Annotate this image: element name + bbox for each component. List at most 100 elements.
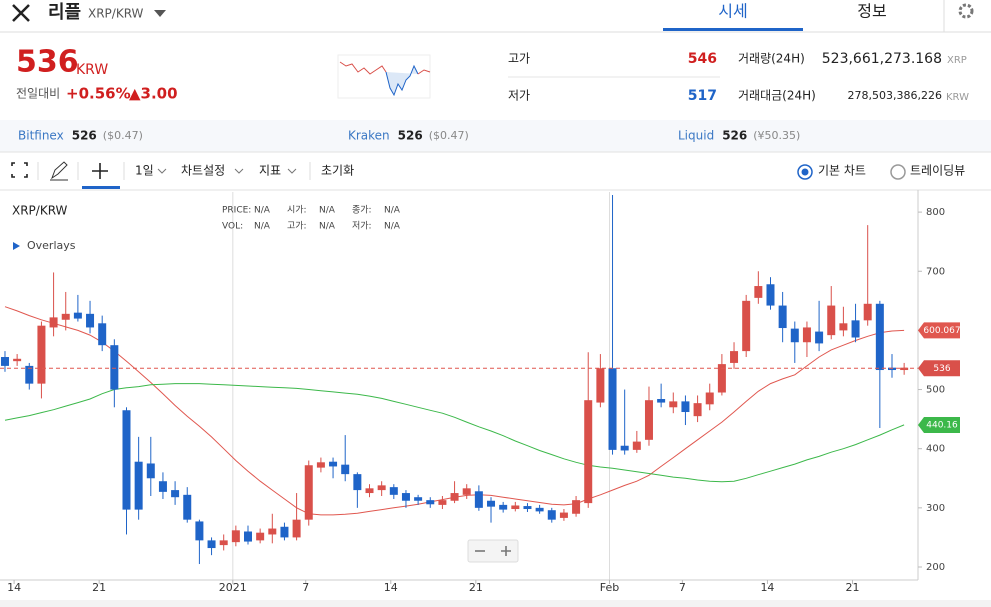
ma-label: 600.067 [923,326,960,336]
candle-body [669,401,678,408]
info-label: 고가: [287,221,307,232]
candle-body [790,328,799,343]
candle-body [584,400,593,504]
last-price-label: 536 [933,364,950,374]
tab[interactable]: 정보 [857,2,886,21]
draw-icon[interactable] [50,161,68,181]
ma-tag [918,322,960,339]
candle-body [474,491,483,508]
exchange-name: Bitfinex [18,129,64,143]
candle-body [705,392,714,405]
candle-body [681,401,690,413]
indicators[interactable]: 지표 [259,164,281,178]
y-tick-label: 200 [926,562,945,573]
x-tick-label: 14 [760,581,774,594]
candle-body [377,485,386,491]
candle-body [243,531,252,542]
candle-body [414,497,423,501]
crosshair-icon[interactable] [92,163,108,179]
exchange-ref: ($0.47) [103,129,143,142]
candle-body [766,284,775,306]
exchange-price: 526 [398,129,423,143]
last-price-tag [918,360,960,377]
low-label: 저가 [508,89,530,103]
candle-body [863,303,872,321]
moving-average [4,383,905,483]
high-label: 고가 [508,52,530,66]
candle-body [195,521,204,541]
radio-dot [801,168,809,176]
ma-tag [918,416,960,433]
interval[interactable]: 1일 [135,164,154,178]
candle-body [61,313,70,320]
candle-body [535,507,544,512]
caret [287,168,297,174]
y-tick-label: 700 [926,266,945,277]
x-tick-label: 21 [92,581,106,594]
zoom-in[interactable] [501,546,511,556]
candle-body [98,323,107,346]
candle-body [341,464,350,475]
turnover-label: 거래대금(24H) [738,89,816,103]
x-tick-label: 14 [384,581,398,594]
overlays[interactable]: Overlays [27,239,76,252]
info-value: N/A [254,206,271,216]
volume-label: 거래량(24H) [738,52,805,66]
exchange-bar [0,120,991,152]
x-tick-label: 2021 [219,581,247,594]
candle-body [875,303,884,371]
exchange-name: Liquid [678,129,714,143]
candle-body [49,317,58,328]
tradingview[interactable]: 트레이딩뷰 [910,164,965,178]
settings-icon[interactable] [958,3,974,19]
dropdown-caret[interactable] [154,10,166,17]
candle-body [37,325,46,384]
info-label: 종가: [352,205,372,216]
caret [234,168,244,174]
tab[interactable]: 시세 [718,2,747,21]
candle-body [851,320,860,338]
top-bar [0,0,991,32]
candle-body [353,474,362,491]
candle-body [316,462,325,468]
reset[interactable]: 초기화 [321,164,354,178]
info-label: 저가: [352,221,372,232]
candle-body [171,490,180,498]
candle-body [608,368,617,450]
candle-body [511,505,520,510]
exchange-price: 526 [72,129,97,143]
sparkline-down [385,64,419,97]
candle-body [292,519,301,538]
candle-body [183,494,192,520]
candle-body [644,400,653,440]
candle-body [25,365,34,384]
price: 536 [16,45,79,80]
candle-body [754,286,763,298]
candle-body [256,532,265,541]
x-tick-label: 21 [469,581,483,594]
candle-body [13,358,22,362]
radio[interactable] [890,164,906,180]
low: 517 [688,88,717,104]
radio[interactable] [797,164,813,180]
sparkline [337,54,431,99]
candle-body [207,540,216,549]
candle-body [778,305,787,329]
pair[interactable]: XRP/KRW [88,7,144,21]
candle-body [268,528,277,535]
candle-body [717,364,726,393]
plot [0,192,918,580]
info-value: N/A [319,222,336,232]
chart-settings[interactable]: 차트설정 [181,164,225,178]
basic-chart[interactable]: 기본 차트 [818,164,866,178]
y-tick-label: 300 [926,503,945,514]
change-abs: ▲3.00 [129,85,178,103]
candle-body [329,461,338,467]
overlays-arrow[interactable] [13,242,20,250]
chart-title: XRP/KRW [12,204,68,218]
info-label: 시가: [287,205,307,216]
fullscreen-icon[interactable] [11,162,28,178]
y-tick-label: 800 [926,207,945,218]
turnover: 278,503,386,226 [848,89,942,102]
